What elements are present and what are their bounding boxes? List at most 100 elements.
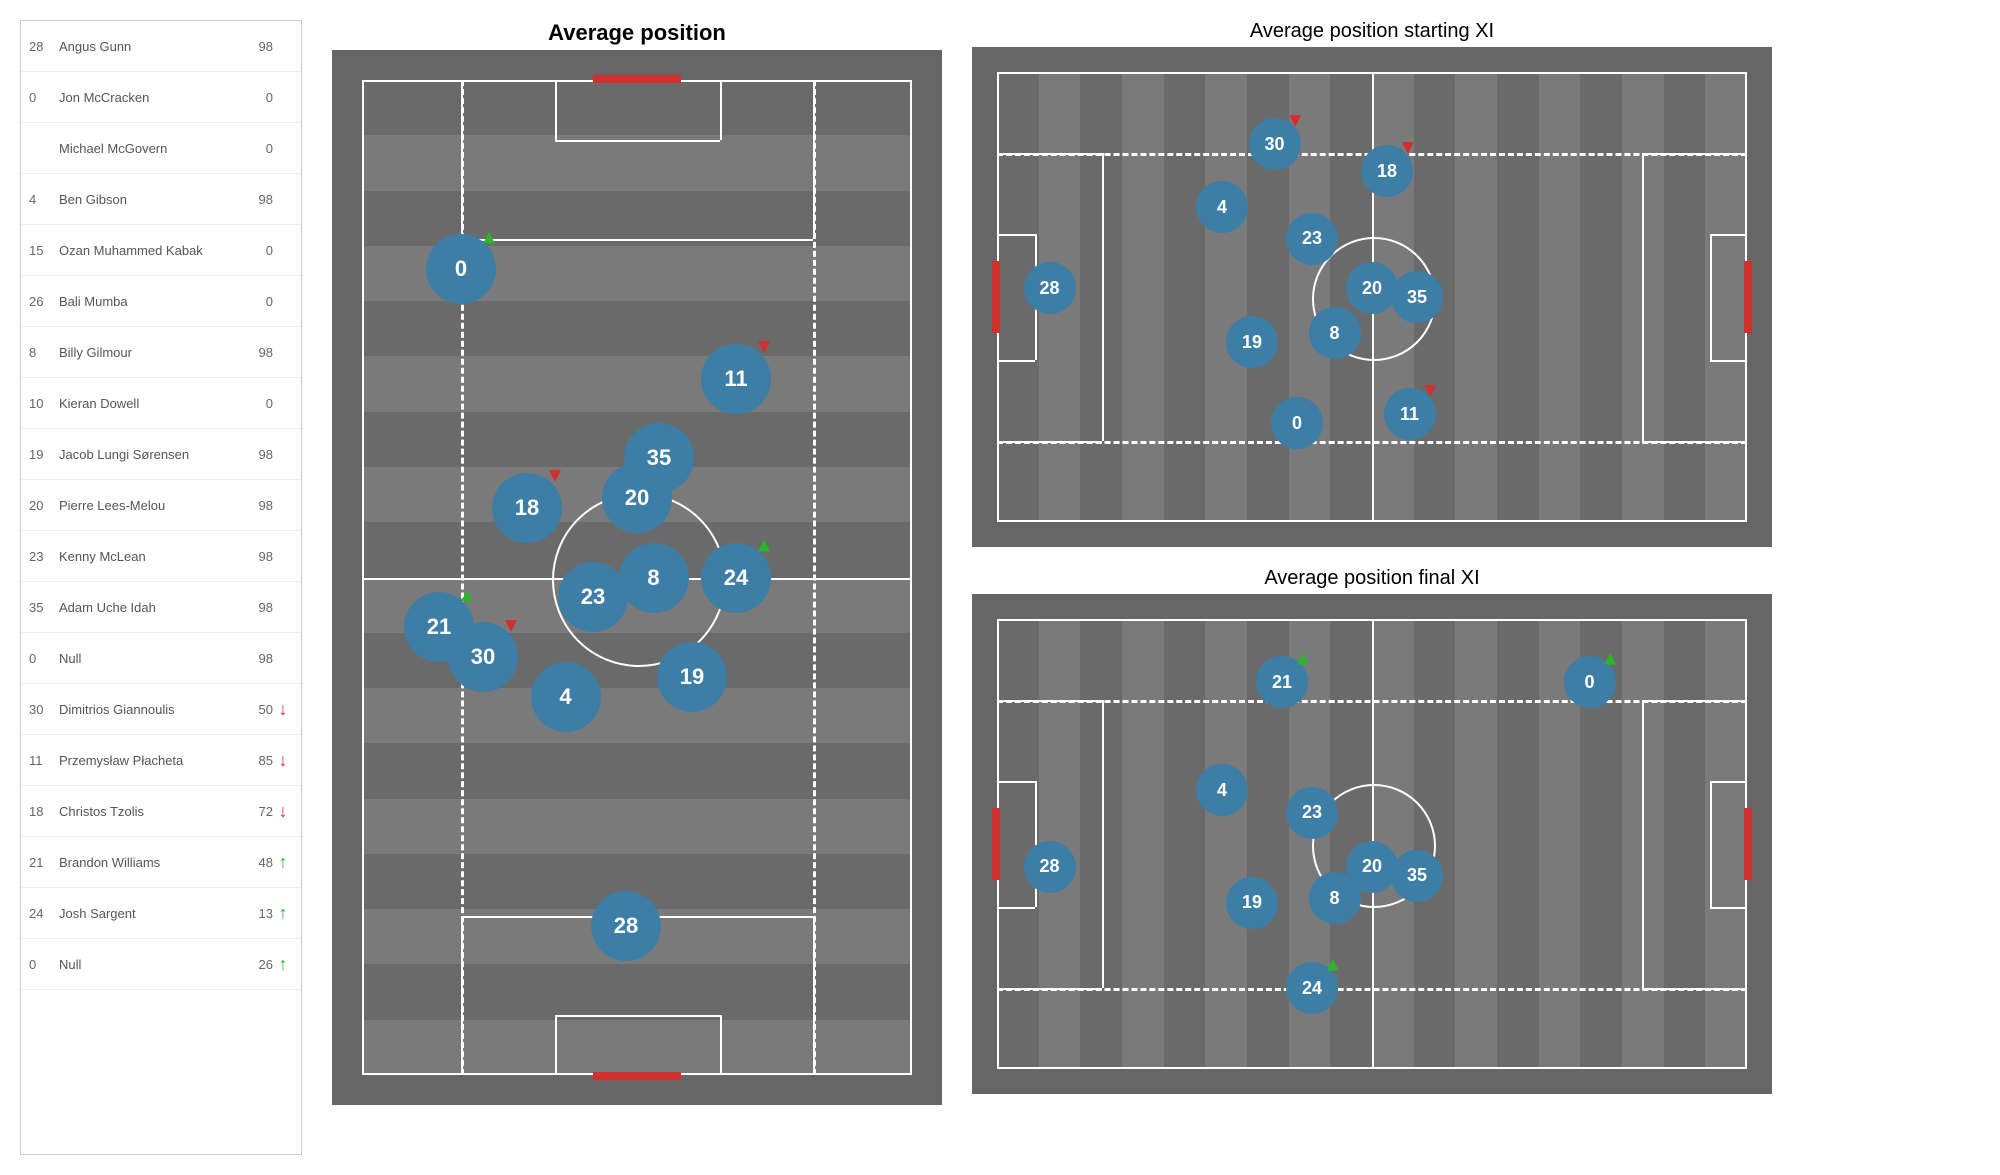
table-row: 19Jacob Lungi Sørensen98 (21, 429, 301, 480)
player-name: Kieran Dowell (59, 396, 243, 411)
sub-arrow-icon: ↑ (273, 852, 293, 873)
sub-arrow-icon: ▼ (754, 336, 774, 359)
player-name: Michael McGovern (59, 141, 243, 156)
sub-arrow-icon: ▲ (754, 535, 774, 558)
player-dot: 20 (602, 463, 672, 533)
player-value: 85 (243, 753, 273, 768)
sub-arrow-icon: ▲ (1600, 647, 1620, 670)
player-number: 0 (29, 957, 59, 972)
sub-arrow-icon: ▼ (1285, 109, 1305, 132)
player-dot: 4 (531, 662, 601, 732)
player-number: 20 (29, 498, 59, 513)
player-dot: 8 (619, 543, 689, 613)
starting-pitch: 2830▼18▼4231982035011▼ (972, 47, 1772, 547)
table-row: 8Billy Gilmour98 (21, 327, 301, 378)
table-row: 20Pierre Lees-Melou98 (21, 480, 301, 531)
player-number: 26 (29, 294, 59, 309)
player-number: 21 (29, 855, 59, 870)
player-name: Dimitrios Giannoulis (59, 702, 243, 717)
sub-arrow-icon: ▲ (1293, 647, 1313, 670)
player-number: 10 (29, 396, 59, 411)
table-row: 15Ozan Muhammed Kabak0 (21, 225, 301, 276)
player-value: 0 (243, 141, 273, 156)
table-row: 24Josh Sargent13↑ (21, 888, 301, 939)
player-value: 0 (243, 243, 273, 258)
final-pitch: 2821▲0▲423198203524▲ (972, 594, 1772, 1094)
player-value: 26 (243, 957, 273, 972)
player-value: 98 (243, 600, 273, 615)
player-name: Kenny McLean (59, 549, 243, 564)
player-value: 98 (243, 192, 273, 207)
table-row: 26Bali Mumba0 (21, 276, 301, 327)
sub-arrow-icon: ▲ (457, 584, 477, 607)
table-row: 35Adam Uche Idah98 (21, 582, 301, 633)
player-dot: 28 (1024, 262, 1076, 314)
player-value: 98 (243, 447, 273, 462)
player-name: Adam Uche Idah (59, 600, 243, 615)
player-dot: 23 (558, 562, 628, 632)
player-dot: 8 (1309, 307, 1361, 359)
main-pitch: 0▲11▼352018▼824▲2321▲30▼19428 (332, 50, 942, 1105)
player-table: 28Angus Gunn980Jon McCracken0Michael McG… (20, 20, 302, 1155)
table-row: 11Przemysław Płacheta85↓ (21, 735, 301, 786)
table-row: 10Kieran Dowell0 (21, 378, 301, 429)
table-row: 28Angus Gunn98 (21, 21, 301, 72)
player-dot: 23 (1286, 213, 1338, 265)
player-dot: 20 (1346, 262, 1398, 314)
player-name: Angus Gunn (59, 39, 243, 54)
player-number: 0 (29, 651, 59, 666)
player-dot: 4 (1196, 764, 1248, 816)
player-value: 0 (243, 294, 273, 309)
player-name: Billy Gilmour (59, 345, 243, 360)
player-name: Przemysław Płacheta (59, 753, 243, 768)
table-row: 0Jon McCracken0 (21, 72, 301, 123)
player-number: 28 (29, 39, 59, 54)
player-value: 0 (243, 396, 273, 411)
player-name: Josh Sargent (59, 906, 243, 921)
sub-arrow-icon: ▲ (1323, 953, 1343, 976)
player-name: Null (59, 957, 243, 972)
player-dot: 19 (1226, 316, 1278, 368)
player-value: 48 (243, 855, 273, 870)
table-row: Michael McGovern0 (21, 123, 301, 174)
player-number: 23 (29, 549, 59, 564)
player-value: 98 (243, 498, 273, 513)
table-row: 30Dimitrios Giannoulis50↓ (21, 684, 301, 735)
sub-arrow-icon: ▼ (1420, 379, 1440, 402)
player-value: 0 (243, 90, 273, 105)
table-row: 21Brandon Williams48↑ (21, 837, 301, 888)
player-value: 98 (243, 549, 273, 564)
player-number: 18 (29, 804, 59, 819)
starting-title: Average position starting XI (972, 20, 1772, 43)
sub-arrow-icon: ▼ (545, 465, 565, 488)
player-number: 0 (29, 90, 59, 105)
player-name: Jacob Lungi Sørensen (59, 447, 243, 462)
player-number: 8 (29, 345, 59, 360)
sub-arrow-icon: ↓ (273, 750, 293, 771)
sub-arrow-icon: ↓ (273, 801, 293, 822)
player-name: Jon McCracken (59, 90, 243, 105)
player-dot: 28 (591, 891, 661, 961)
table-row: 0Null26↑ (21, 939, 301, 990)
player-number: 15 (29, 243, 59, 258)
player-number: 35 (29, 600, 59, 615)
final-title: Average position final XI (972, 567, 1772, 590)
table-row: 0Null98 (21, 633, 301, 684)
sub-arrow-icon: ↑ (273, 903, 293, 924)
table-row: 18Christos Tzolis72↓ (21, 786, 301, 837)
main-title: Average position (332, 20, 942, 46)
player-name: Pierre Lees-Melou (59, 498, 243, 513)
player-number: 19 (29, 447, 59, 462)
player-name: Null (59, 651, 243, 666)
player-number: 4 (29, 192, 59, 207)
player-dot: 19 (657, 642, 727, 712)
player-name: Brandon Williams (59, 855, 243, 870)
player-value: 50 (243, 702, 273, 717)
sub-arrow-icon: ▼ (1398, 136, 1418, 159)
sub-arrow-icon: ▲ (479, 226, 499, 249)
player-dot: 19 (1226, 877, 1278, 929)
table-row: 23Kenny McLean98 (21, 531, 301, 582)
player-dot: 0 (1271, 397, 1323, 449)
player-number: 24 (29, 906, 59, 921)
sub-arrow-icon: ▼ (501, 614, 521, 637)
